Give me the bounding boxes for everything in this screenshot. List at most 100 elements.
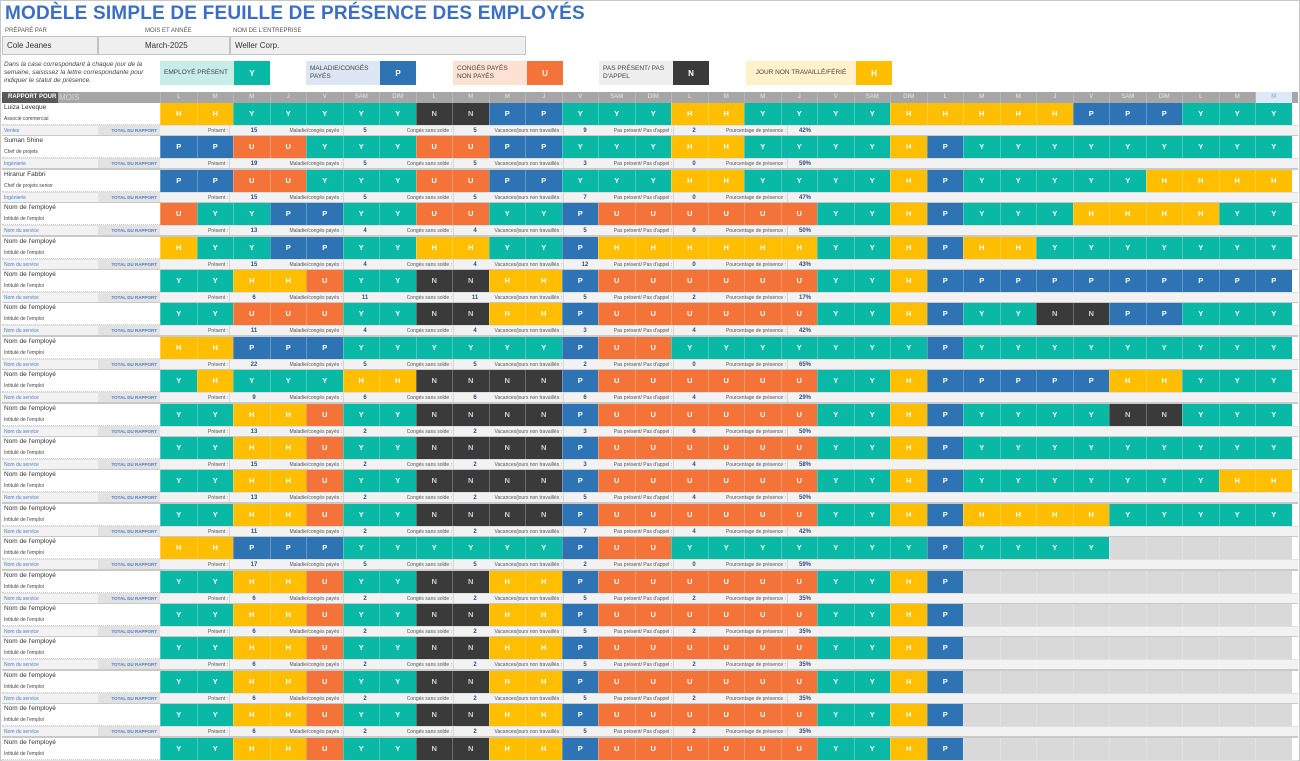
attendance-cell[interactable]: P <box>1145 303 1182 326</box>
attendance-cell[interactable]: P <box>488 169 525 192</box>
attendance-cell[interactable]: U <box>744 604 781 626</box>
attendance-cell[interactable] <box>1218 537 1255 560</box>
employee-job-title[interactable]: Associé commercial <box>4 116 49 122</box>
attendance-cell[interactable]: Y <box>196 637 233 660</box>
employee-job-title[interactable]: Intitulé de l'emploi <box>4 283 44 289</box>
attendance-cell[interactable]: U <box>306 604 343 626</box>
attendance-cell[interactable]: H <box>525 737 562 760</box>
attendance-cell[interactable]: Y <box>379 637 416 660</box>
attendance-cell[interactable]: Y <box>1145 236 1182 259</box>
attendance-cell[interactable]: Y <box>379 203 416 226</box>
attendance-cell[interactable] <box>1255 637 1292 660</box>
attendance-cell[interactable]: Y <box>342 670 379 693</box>
attendance-cell[interactable]: Y <box>306 103 343 125</box>
attendance-cell[interactable]: P <box>306 203 343 226</box>
attendance-cell[interactable]: Y <box>999 203 1036 226</box>
employee-name[interactable]: Nom de l'employé <box>4 438 56 445</box>
attendance-cell[interactable]: P <box>1109 270 1146 292</box>
attendance-cell[interactable]: Y <box>1036 437 1073 459</box>
attendance-cell[interactable]: Y <box>1255 203 1292 226</box>
attendance-cell[interactable]: Y <box>999 136 1036 159</box>
attendance-cell[interactable]: Y <box>488 537 525 560</box>
attendance-cell[interactable]: P <box>269 236 306 259</box>
attendance-cell[interactable]: N <box>1109 403 1146 426</box>
attendance-cell[interactable]: U <box>744 303 781 326</box>
attendance-cell[interactable]: Y <box>744 136 781 159</box>
attendance-cell[interactable]: U <box>306 470 343 493</box>
employee-job-title[interactable]: Intitulé de l'emploi <box>4 416 44 423</box>
employee-job-title[interactable]: Intitulé de l'emploi <box>4 483 44 490</box>
attendance-cell[interactable]: U <box>634 737 671 760</box>
attendance-cell[interactable]: P <box>561 737 598 760</box>
attendance-cell[interactable]: Y <box>269 370 306 393</box>
attendance-cell[interactable] <box>1182 637 1219 660</box>
attendance-cell[interactable]: N <box>452 270 489 292</box>
attendance-cell[interactable]: Y <box>379 737 416 760</box>
attendance-cell[interactable]: Y <box>963 203 1000 226</box>
attendance-cell[interactable]: Y <box>342 503 379 526</box>
attendance-cell[interactable]: U <box>634 503 671 526</box>
attendance-cell[interactable] <box>1072 670 1109 693</box>
attendance-cell[interactable]: P <box>160 169 197 192</box>
employee-name[interactable]: Nom de l'employé <box>4 504 56 512</box>
attendance-cell[interactable]: H <box>890 203 927 226</box>
attendance-cell[interactable]: N <box>1036 303 1073 326</box>
attendance-cell[interactable]: H <box>269 570 306 593</box>
attendance-cell[interactable]: U <box>671 470 708 493</box>
attendance-cell[interactable]: Y <box>306 370 343 393</box>
attendance-cell[interactable]: Y <box>853 537 890 560</box>
attendance-cell[interactable]: Y <box>853 370 890 393</box>
department-name[interactable]: Nom du service <box>4 595 39 602</box>
attendance-cell[interactable]: U <box>598 737 635 760</box>
attendance-cell[interactable]: Y <box>160 470 197 493</box>
attendance-cell[interactable]: U <box>415 203 452 226</box>
attendance-cell[interactable]: Y <box>1182 136 1219 159</box>
employee-job-title[interactable]: Intitulé de l'emploi <box>4 583 44 590</box>
attendance-cell[interactable]: U <box>306 503 343 526</box>
attendance-cell[interactable]: H <box>890 270 927 292</box>
attendance-cell[interactable]: P <box>1182 270 1219 292</box>
attendance-cell[interactable]: Y <box>160 604 197 626</box>
attendance-cell[interactable]: Y <box>963 136 1000 159</box>
attendance-cell[interactable]: Y <box>233 370 270 393</box>
attendance-cell[interactable]: U <box>306 270 343 292</box>
attendance-cell[interactable]: Y <box>1036 136 1073 159</box>
department-name[interactable]: Nom du service <box>4 729 39 736</box>
attendance-cell[interactable]: Y <box>379 236 416 259</box>
attendance-cell[interactable]: U <box>707 704 744 727</box>
attendance-cell[interactable]: Y <box>634 169 671 192</box>
attendance-cell[interactable]: Y <box>817 737 854 760</box>
attendance-cell[interactable]: Y <box>817 103 854 125</box>
attendance-cell[interactable]: Y <box>379 503 416 526</box>
attendance-cell[interactable]: Y <box>744 336 781 359</box>
attendance-cell[interactable]: U <box>269 303 306 326</box>
attendance-cell[interactable]: U <box>452 203 489 226</box>
attendance-cell[interactable]: Y <box>1182 103 1219 125</box>
attendance-cell[interactable]: P <box>233 537 270 560</box>
attendance-cell[interactable]: U <box>780 370 817 393</box>
attendance-cell[interactable]: Y <box>379 303 416 326</box>
attendance-cell[interactable]: Y <box>525 537 562 560</box>
attendance-cell[interactable]: P <box>926 503 963 526</box>
attendance-cell[interactable] <box>963 570 1000 593</box>
attendance-cell[interactable]: P <box>561 537 598 560</box>
report-period[interactable]: MOIS <box>59 93 80 102</box>
attendance-cell[interactable]: P <box>999 370 1036 393</box>
attendance-cell[interactable]: N <box>415 437 452 459</box>
attendance-cell[interactable]: Y <box>1218 203 1255 226</box>
attendance-cell[interactable]: P <box>561 203 598 226</box>
attendance-cell[interactable]: Y <box>1218 503 1255 526</box>
attendance-cell[interactable]: H <box>233 737 270 760</box>
attendance-cell[interactable]: U <box>306 303 343 326</box>
attendance-cell[interactable]: U <box>306 670 343 693</box>
attendance-cell[interactable]: Y <box>1036 403 1073 426</box>
employee-job-title[interactable]: Intitulé de l'emploi <box>4 550 44 557</box>
attendance-cell[interactable]: Y <box>744 537 781 560</box>
attendance-cell[interactable]: N <box>415 503 452 526</box>
attendance-cell[interactable]: H <box>415 236 452 259</box>
attendance-cell[interactable]: P <box>306 537 343 560</box>
attendance-cell[interactable]: Y <box>817 537 854 560</box>
attendance-cell[interactable]: H <box>707 136 744 159</box>
attendance-cell[interactable]: H <box>999 103 1036 125</box>
company-field[interactable]: Weller Corp. <box>230 36 526 55</box>
